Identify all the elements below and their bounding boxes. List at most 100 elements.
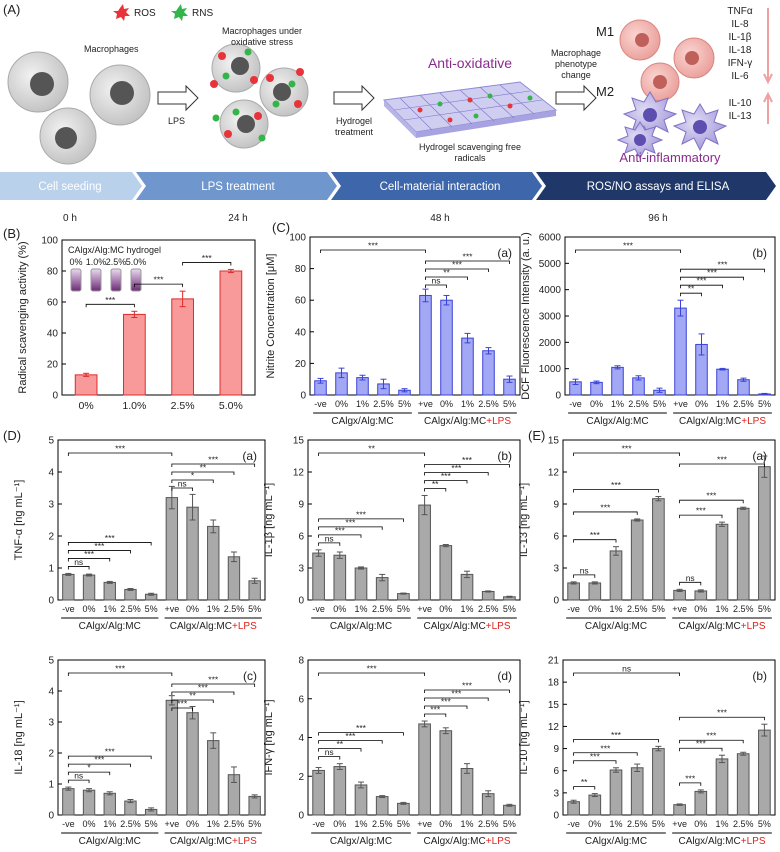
significance-bracket — [67, 672, 173, 676]
significance-bracket — [424, 697, 489, 702]
label: treatment — [335, 127, 374, 137]
bar — [758, 466, 771, 601]
group-label-suffix: +LPS — [232, 621, 257, 632]
error-bar — [719, 521, 725, 527]
significance-label: ns — [622, 664, 631, 674]
significance-label: ** — [189, 691, 196, 701]
group-label: CAlgx/Alg:MC — [679, 621, 741, 632]
significance-label: *** — [105, 747, 116, 757]
error-bar — [634, 518, 641, 522]
error-bar — [210, 732, 217, 749]
significance-label: *** — [154, 275, 165, 285]
bar — [171, 298, 194, 396]
x-tick-label: 5% — [653, 399, 666, 409]
significance-bracket — [318, 748, 362, 752]
x-tick-label: 0% — [588, 819, 601, 829]
significance-label: *** — [115, 444, 126, 454]
bar — [440, 299, 453, 396]
bar — [715, 523, 729, 601]
error-bar — [401, 388, 408, 393]
bar — [62, 573, 75, 601]
heading: Anti-oxidative — [428, 55, 512, 71]
error-bar — [127, 587, 134, 591]
bar — [123, 313, 146, 396]
bar — [74, 374, 98, 396]
significance-bracket — [171, 691, 235, 695]
y-tick-label: 6000 — [539, 233, 562, 244]
bar — [312, 552, 325, 601]
panel-label: (C) — [272, 220, 290, 235]
y-tick-label: 4 — [48, 468, 54, 479]
x-tick-label: 5% — [758, 604, 771, 614]
significance-label: ns — [686, 573, 695, 583]
cytokine: IL-8 — [731, 19, 749, 30]
error-bar — [506, 803, 513, 807]
y-tick-label: 4 — [48, 687, 54, 698]
bar — [333, 766, 347, 816]
significance-label: *** — [356, 509, 367, 519]
panel-label: (A) — [3, 2, 20, 17]
chart: 0 3 6 9 12 15 18 21 IL-10 [ng mL⁻¹] (b) -ve 0% 1% 2.5… — [518, 656, 776, 847]
error-bar — [506, 595, 513, 598]
error-bar — [189, 493, 196, 521]
significance-bracket — [171, 707, 193, 711]
significance-label: *** — [367, 664, 378, 674]
y-tick-label: 15 — [548, 436, 560, 447]
significance-bracket — [318, 534, 362, 538]
x-tick-label: 2.5% — [733, 604, 754, 614]
significance-bracket — [679, 747, 723, 752]
y-tick-label: 5 — [48, 656, 54, 667]
significance-bracket — [424, 488, 447, 492]
y-tick-label: 6 — [298, 532, 304, 543]
significance-label: *** — [590, 751, 601, 761]
significance-bracket — [171, 683, 256, 687]
error-bar — [614, 365, 621, 370]
significance-bracket — [424, 705, 468, 710]
bar — [375, 796, 389, 816]
error-bar — [379, 573, 386, 582]
significance-bracket — [318, 732, 404, 736]
bar — [611, 366, 624, 396]
error-bar — [421, 720, 428, 728]
significance-bracket — [679, 499, 744, 504]
group-label: CAlgx/Alg:MC — [424, 836, 486, 847]
significance-label: *** — [600, 502, 611, 512]
bar — [333, 554, 347, 601]
x-tick-label: 5% — [397, 819, 410, 829]
error-bar — [230, 766, 237, 783]
error-bar — [697, 789, 704, 794]
significance-bracket — [679, 782, 702, 786]
significance-label: *** — [462, 455, 473, 465]
chart: 0 1000 2000 3000 4000 5000 6000 DCF Fluorescenc… — [520, 232, 776, 427]
significance-bracket — [425, 260, 510, 264]
vial — [130, 268, 142, 292]
bar — [124, 588, 137, 601]
error-bar — [698, 333, 705, 356]
significance-bracket — [318, 542, 341, 546]
x-tick-label: 0% — [79, 400, 94, 412]
bar — [165, 699, 179, 816]
panel-sublabel: (c) — [243, 669, 257, 683]
vial — [90, 268, 102, 292]
timeline: Cell seeding LPS treatment Cell-material… — [0, 172, 776, 224]
error-bar — [230, 551, 237, 563]
error-bar — [572, 378, 579, 385]
y-tick-label: 6 — [298, 694, 304, 705]
chart: 0 20 40 60 80 100 Nitrite Concentration [μM] (a… — [265, 233, 521, 427]
bar — [418, 723, 431, 816]
significance-bracket — [318, 756, 341, 760]
error-bar — [464, 332, 471, 344]
label: oxidative stress — [231, 37, 294, 47]
bar — [397, 802, 410, 816]
bar — [248, 795, 261, 816]
error-bar — [358, 781, 364, 789]
cytokine: IL-6 — [731, 71, 749, 82]
x-tick-label: 1% — [356, 399, 369, 409]
significance-label: *** — [441, 471, 452, 481]
significance-label: *** — [685, 773, 696, 783]
x-tick-label: 1% — [207, 604, 220, 614]
error-bar — [740, 377, 747, 382]
group-label: CAlgx/Alg:MC — [585, 836, 647, 847]
error-bar — [656, 387, 663, 393]
error-bar — [106, 580, 113, 584]
